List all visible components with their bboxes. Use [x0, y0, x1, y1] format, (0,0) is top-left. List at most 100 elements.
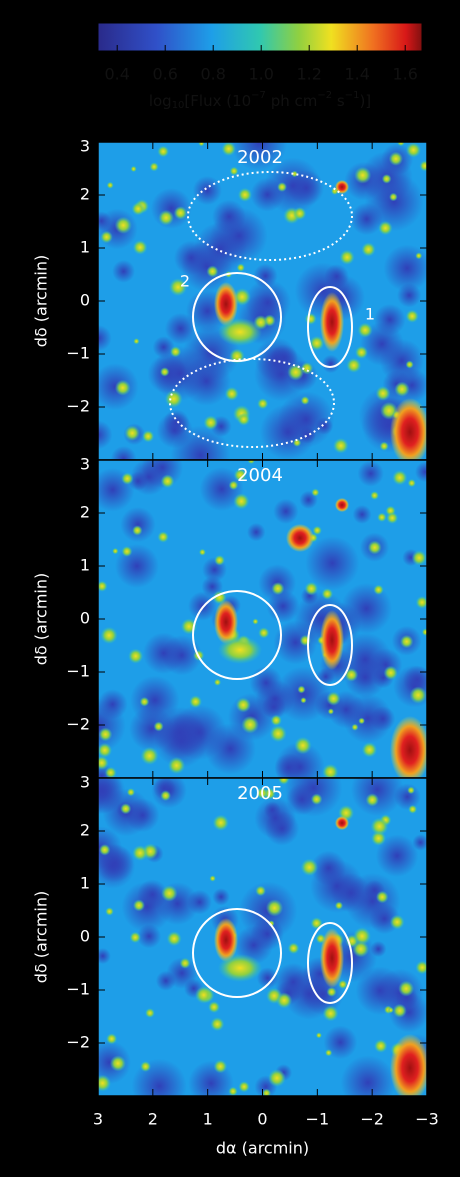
label-part: log [149, 92, 172, 110]
panel-title: 2004 [237, 465, 283, 486]
blob [301, 396, 310, 405]
blob [142, 430, 154, 442]
blob [168, 757, 185, 774]
blob [214, 679, 221, 686]
blob [271, 715, 282, 726]
blob [408, 479, 416, 487]
dark-patch [98, 689, 128, 719]
dark-patch [212, 200, 246, 234]
blob [105, 907, 114, 916]
y-tick-label: 0 [80, 609, 90, 628]
blob [326, 691, 340, 705]
blob [132, 525, 142, 535]
blob [376, 386, 391, 401]
blob [355, 346, 368, 359]
dark-patch [171, 704, 227, 760]
blob [406, 142, 421, 157]
panel-title: 2002 [237, 147, 283, 168]
blob [210, 1017, 224, 1031]
blob [301, 362, 313, 374]
dark-patch [120, 507, 155, 542]
blob [393, 1004, 407, 1018]
blob [158, 210, 174, 226]
blob [160, 367, 169, 376]
blob [258, 627, 269, 638]
blob [297, 686, 305, 694]
blob [327, 987, 337, 997]
source [218, 636, 262, 664]
blob [145, 1008, 155, 1018]
dark-patch [305, 536, 359, 590]
blob [376, 891, 389, 904]
y-tick-label: 3 [80, 137, 90, 156]
blob [354, 167, 371, 184]
blob [165, 390, 183, 408]
blob [351, 724, 358, 731]
source [286, 524, 314, 552]
blob [384, 666, 398, 680]
blob [105, 767, 117, 779]
blob [408, 805, 417, 814]
dark-patch [212, 888, 229, 905]
label-part: −7 [251, 90, 266, 101]
dark-patch [358, 460, 384, 486]
region-label: 1 [365, 305, 375, 324]
y-tick-label: 0 [80, 291, 90, 310]
blob [199, 549, 206, 556]
blob [121, 473, 133, 485]
y-tick-label: 2 [80, 821, 90, 840]
blob [132, 845, 148, 861]
source [320, 610, 344, 670]
blob [257, 398, 268, 409]
blob [101, 627, 118, 644]
blob [141, 747, 159, 765]
y-tick-label: −1 [66, 344, 90, 363]
blob [204, 415, 219, 430]
blob [366, 793, 379, 806]
blob [99, 727, 113, 741]
blob [157, 146, 169, 158]
blob [131, 166, 137, 172]
source [218, 318, 262, 346]
blob [130, 932, 141, 943]
blob [241, 716, 259, 734]
dark-patch [397, 283, 421, 307]
blob [389, 193, 398, 202]
source [390, 398, 430, 466]
blob [239, 1081, 250, 1092]
colorbar-tick-label: 1.2 [296, 65, 321, 84]
source [390, 1034, 430, 1102]
blob [379, 442, 388, 451]
colorbar-scale [98, 23, 422, 51]
x-tick-label: 1 [203, 1110, 213, 1129]
colorbar-tick-label: 0.6 [152, 65, 177, 84]
blob [406, 360, 414, 368]
blob [99, 844, 111, 856]
blob [161, 885, 177, 901]
label-part: ph cm [266, 92, 317, 110]
region-label: 2 [180, 272, 190, 291]
blob [276, 992, 292, 1008]
source [390, 716, 430, 784]
blob [358, 718, 365, 725]
blob [133, 899, 145, 911]
blob [140, 697, 150, 707]
dark-patch [370, 706, 395, 731]
dark-patch [143, 633, 184, 674]
blob [120, 803, 131, 814]
x-tick-label: 0 [257, 1110, 267, 1129]
blob [214, 555, 225, 566]
blob [112, 548, 118, 554]
blob [400, 635, 413, 648]
blob [161, 474, 175, 488]
dark-patch [273, 499, 298, 524]
blob [160, 790, 171, 801]
blob [352, 941, 369, 958]
blob [378, 221, 392, 235]
y-axis-label: dδ (arcmin) [32, 573, 51, 666]
blob [236, 698, 251, 713]
y-tick-label: 3 [80, 455, 90, 474]
dark-patch [129, 706, 174, 751]
y-tick-label: 0 [80, 927, 90, 946]
blob [358, 323, 373, 338]
